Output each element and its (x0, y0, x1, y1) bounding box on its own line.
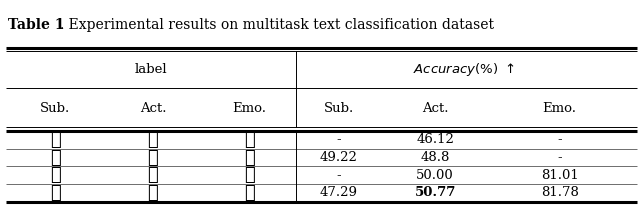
Text: 46.12: 46.12 (416, 133, 454, 146)
Text: $\mathit{Accuracy}$$(\%)\ \uparrow$: $\mathit{Accuracy}$$(\%)\ \uparrow$ (413, 61, 515, 78)
Text: Sub.: Sub. (40, 102, 70, 115)
Text: 47.29: 47.29 (320, 186, 358, 199)
Text: Table 1: Table 1 (8, 18, 64, 32)
Text: Act.: Act. (140, 102, 166, 115)
Text: 81.78: 81.78 (541, 186, 579, 199)
Text: 49.22: 49.22 (320, 151, 358, 164)
Text: -: - (337, 169, 341, 182)
Text: ✓: ✓ (148, 131, 158, 149)
Text: . Experimental results on multitask text classification dataset: . Experimental results on multitask text… (60, 18, 494, 32)
Text: ✓: ✓ (50, 149, 61, 167)
Text: ✗: ✗ (50, 131, 61, 149)
Text: ✓: ✓ (148, 166, 158, 184)
Text: -: - (557, 151, 562, 164)
Text: 48.8: 48.8 (420, 151, 450, 164)
Text: 50.00: 50.00 (416, 169, 454, 182)
Text: 50.77: 50.77 (414, 186, 456, 199)
Text: ✗: ✗ (244, 149, 255, 167)
Text: Emo.: Emo. (543, 102, 577, 115)
Text: Act.: Act. (422, 102, 449, 115)
Text: ✓: ✓ (50, 184, 61, 202)
Text: -: - (557, 133, 562, 146)
Text: -: - (337, 133, 341, 146)
Text: ✓: ✓ (244, 166, 255, 184)
Text: ✗: ✗ (244, 131, 255, 149)
Text: ✗: ✗ (50, 166, 61, 184)
Text: ✓: ✓ (148, 149, 158, 167)
Text: ✓: ✓ (148, 184, 158, 202)
Text: Sub.: Sub. (324, 102, 354, 115)
Text: ✓: ✓ (244, 184, 255, 202)
Text: Emo.: Emo. (232, 102, 266, 115)
Text: label: label (135, 63, 168, 76)
Text: 81.01: 81.01 (541, 169, 579, 182)
